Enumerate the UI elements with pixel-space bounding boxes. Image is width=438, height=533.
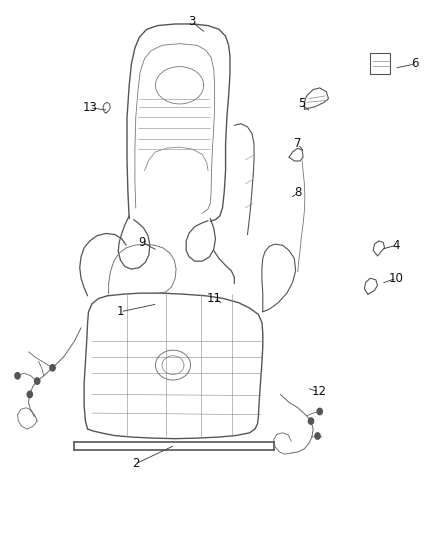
Text: 11: 11 (206, 292, 221, 305)
Text: 6: 6 (411, 58, 419, 70)
Text: 13: 13 (82, 101, 97, 114)
Circle shape (317, 408, 322, 415)
Text: 7: 7 (294, 138, 302, 150)
Text: 2: 2 (132, 457, 140, 470)
Circle shape (315, 433, 320, 439)
Text: 1: 1 (117, 305, 124, 318)
Text: 12: 12 (311, 385, 326, 398)
Text: 8: 8 (294, 187, 301, 199)
Text: 3: 3 (188, 15, 195, 28)
Circle shape (15, 373, 20, 379)
Circle shape (308, 418, 314, 424)
Circle shape (35, 378, 40, 384)
Text: 9: 9 (138, 236, 146, 249)
Text: 5: 5 (298, 98, 305, 110)
Circle shape (50, 365, 55, 371)
Circle shape (27, 391, 32, 398)
Text: 10: 10 (389, 272, 404, 285)
Text: 4: 4 (392, 239, 400, 252)
